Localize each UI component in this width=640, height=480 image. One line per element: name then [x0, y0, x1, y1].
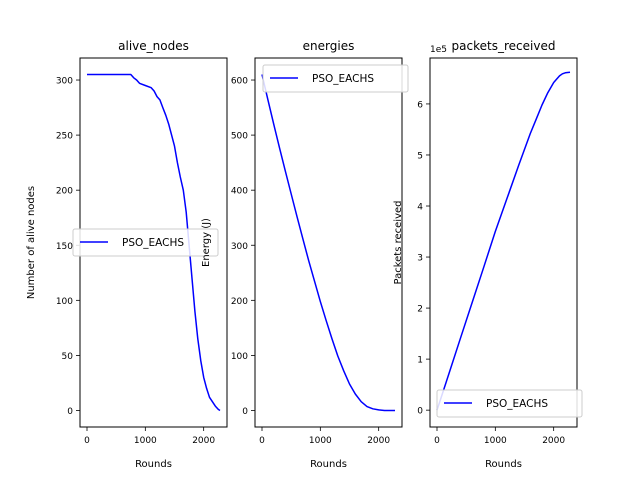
legend-label: PSO_EACHS: [122, 237, 184, 249]
y-tick-label: 300: [231, 242, 248, 252]
panel-packets-received: packets_received 0 1000 2000 0 1 2 3 4 5 6 1e5 Ro…: [393, 39, 583, 470]
x-tick-label: 0: [84, 436, 90, 446]
x-tick-label: 1000: [484, 436, 507, 446]
panel-alive-nodes: alive_nodes 0 1000 2000050100150200250300 …: [26, 39, 228, 470]
y-tick-label: 1: [417, 356, 423, 366]
panel-title-alive-nodes: alive_nodes: [118, 39, 189, 53]
y-axis-label-energies: Energy (J): [201, 218, 212, 267]
y-tick-label: 3: [417, 254, 423, 264]
series-line: [436, 71, 571, 411]
legend-energies: PSO_EACHS: [262, 64, 409, 93]
y-tick-label: 2: [417, 305, 423, 315]
axes-frame-energies: [254, 57, 403, 428]
x-tick-label: 2000: [367, 436, 390, 446]
legend-label: PSO_EACHS: [312, 73, 374, 85]
y-tick-label: 50: [62, 352, 74, 362]
x-tick-label: 1000: [309, 436, 332, 446]
y-tick-label: 100: [56, 297, 73, 307]
x-axis-label-alive-nodes: Rounds: [135, 459, 172, 470]
x-tick-label: 2000: [542, 436, 565, 446]
y-tick-label: 600: [231, 77, 248, 87]
y-tick-label: 4: [417, 203, 423, 213]
y-tick-label: 0: [242, 407, 248, 417]
y-tick-label: 300: [56, 77, 73, 87]
legend-box: [262, 64, 409, 93]
x-axis-label-packets-received: Rounds: [485, 459, 522, 470]
panel-title-energies: energies: [303, 39, 355, 53]
legend-alive-nodes: PSO_EACHS: [72, 228, 219, 257]
y-axis-offset-text: 1e5: [430, 45, 447, 55]
y-tick-label: 0: [417, 407, 423, 417]
y-tick-label: 100: [231, 352, 248, 362]
series-line: [261, 74, 395, 412]
x-tick-label: 2000: [192, 436, 215, 446]
legend-box: [436, 389, 583, 418]
x-tick-label: 0: [434, 436, 440, 446]
x-tick-label: 1000: [134, 436, 157, 446]
y-tick-label: 5: [417, 151, 423, 161]
y-tick-label: 200: [56, 187, 73, 197]
x-tick-label: 0: [259, 436, 265, 446]
x-axis-label-energies: Rounds: [310, 459, 347, 470]
y-axis-label-alive-nodes: Number of alive nodes: [26, 186, 37, 299]
y-tick-label: 200: [231, 297, 248, 307]
legend-packets-received: PSO_EACHS: [436, 389, 583, 418]
y-tick-label: 400: [231, 187, 248, 197]
y-tick-label: 150: [56, 242, 73, 252]
panel-title-packets-received: packets_received: [452, 39, 556, 53]
y-tick-label: 250: [56, 132, 73, 142]
axes-frame-packets-received: [429, 57, 578, 428]
y-tick-label: 500: [231, 132, 248, 142]
y-axis-label-packets-received: Packets received: [393, 201, 404, 285]
series-line: [87, 73, 221, 412]
panel-energies: energies 0 1000 2000 0 100 200 300 400 500 600 Ro…: [201, 39, 409, 470]
legend-box: [72, 228, 219, 257]
y-tick-label: 6: [417, 100, 423, 110]
y-tick-label: 0: [67, 407, 73, 417]
legend-label: PSO_EACHS: [486, 398, 548, 410]
